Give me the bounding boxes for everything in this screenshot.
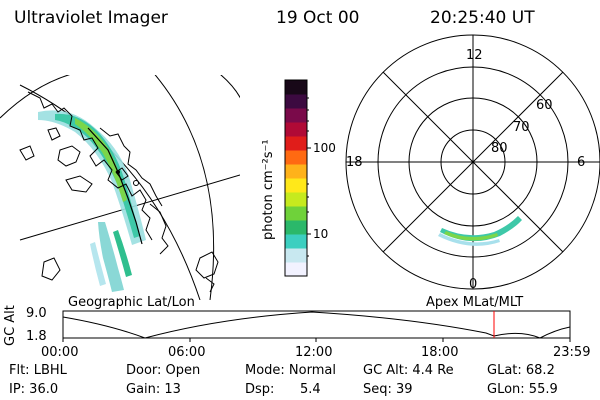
timeline-ylabel: GC Alt [3, 305, 18, 346]
aurora-band-geo [38, 110, 146, 292]
mlat-label-70: 70 [513, 120, 530, 135]
dsp-label: Dsp: [245, 382, 275, 397]
mlt-label-6: 6 [577, 155, 586, 170]
door-readout: Door: Open [126, 363, 201, 378]
mlat-label-60: 60 [536, 98, 553, 113]
altitude-curve [62, 311, 571, 339]
geographic-caption: Geographic Lat/Lon [68, 295, 195, 310]
geographic-map-panel [0, 75, 240, 300]
colorbar-tick-10: 10 [313, 227, 329, 241]
colorbar-segment [285, 164, 307, 179]
gc-alt-readout: GC Alt: 4.4 Re [363, 363, 454, 378]
ip-readout: IP: 36.0 [9, 382, 59, 397]
gc-alt-timeline [62, 310, 571, 342]
colorbar-segment [285, 136, 307, 151]
footprint-marker [116, 170, 120, 174]
colorbar-segment [285, 248, 307, 263]
mlt-label-18: 18 [346, 155, 363, 170]
colorbar-segment [285, 220, 307, 235]
colorbar-segment [285, 150, 307, 165]
time-label: 20:25:40 UT [430, 8, 535, 28]
seq-readout: Seq: 39 [363, 382, 413, 397]
glon-readout: GLon: 55.9 [487, 382, 558, 397]
footprint-marker [133, 180, 139, 186]
colorbar-segment [285, 192, 307, 207]
grid-meridian [139, 75, 215, 300]
timeline-xtick: 18:00 [421, 345, 459, 360]
timeline-xtick: 12:00 [295, 345, 333, 360]
timeline-ytick-low: 1.8 [26, 329, 47, 344]
colorbar-unit-label: photon cm⁻²s⁻¹ [261, 139, 276, 240]
colorbar-segment [285, 80, 307, 95]
app-title: Ultraviolet Imager [14, 8, 168, 28]
grid-meridian [19, 84, 201, 300]
timeline-xtick: 06:00 [168, 345, 206, 360]
glat-readout: GLat: 68.2 [487, 363, 555, 378]
mlt-label-12: 12 [466, 48, 483, 63]
dsp-value: 5.4 [300, 382, 321, 397]
gain-readout: Gain: 13 [126, 382, 181, 397]
colorbar [285, 80, 307, 277]
colorbar-segment [285, 234, 307, 249]
aurora-band-polar [438, 216, 522, 246]
mlt-label-0: 0 [469, 277, 478, 292]
colorbar-segment [285, 206, 307, 221]
timeline-xtick: 23:59 [553, 345, 591, 360]
colorbar-frame [284, 79, 308, 277]
grid-arc [0, 75, 131, 119]
grid-arc [199, 75, 240, 131]
timeline-xtick: 00:00 [41, 345, 79, 360]
mlat-label-80: 80 [491, 141, 508, 156]
colorbar-segment [285, 262, 307, 277]
colorbar-segment [285, 108, 307, 123]
colorbar-segment [285, 178, 307, 193]
timeline-ytick-high: 9.0 [26, 306, 47, 321]
colorbar-segment [285, 122, 307, 137]
filter-readout: Flt: LBHL [9, 363, 67, 378]
apex-polar-plot [345, 34, 600, 290]
coastlines [19, 91, 219, 293]
colorbar-tick-100: 100 [313, 141, 336, 155]
apex-caption: Apex MLat/MLT [426, 295, 524, 310]
satellite-track [87, 127, 143, 245]
date-label: 19 Oct 00 [276, 8, 360, 28]
mode-readout: Mode: Normal [245, 363, 336, 378]
colorbar-segment [285, 94, 307, 109]
